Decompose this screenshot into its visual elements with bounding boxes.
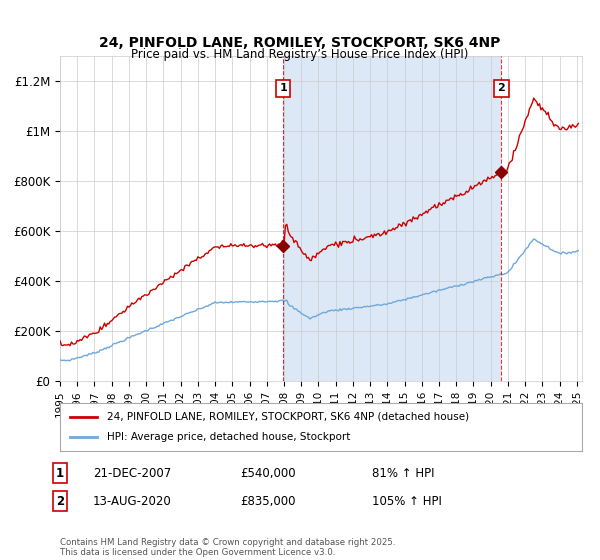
Text: 24, PINFOLD LANE, ROMILEY, STOCKPORT, SK6 4NP (detached house): 24, PINFOLD LANE, ROMILEY, STOCKPORT, SK… — [107, 412, 469, 422]
Text: 24, PINFOLD LANE, ROMILEY, STOCKPORT, SK6 4NP: 24, PINFOLD LANE, ROMILEY, STOCKPORT, SK… — [100, 36, 500, 50]
Text: 21-DEC-2007: 21-DEC-2007 — [93, 466, 171, 480]
Text: 13-AUG-2020: 13-AUG-2020 — [93, 494, 172, 508]
Text: £540,000: £540,000 — [240, 466, 296, 480]
Text: 81% ↑ HPI: 81% ↑ HPI — [372, 466, 434, 480]
Text: 2: 2 — [56, 494, 64, 508]
Text: HPI: Average price, detached house, Stockport: HPI: Average price, detached house, Stoc… — [107, 432, 350, 442]
Text: Contains HM Land Registry data © Crown copyright and database right 2025.
This d: Contains HM Land Registry data © Crown c… — [60, 538, 395, 557]
Text: £835,000: £835,000 — [240, 494, 296, 508]
Text: Price paid vs. HM Land Registry’s House Price Index (HPI): Price paid vs. HM Land Registry’s House … — [131, 48, 469, 60]
Text: 1: 1 — [56, 466, 64, 480]
Bar — [283, 56, 502, 381]
Text: 105% ↑ HPI: 105% ↑ HPI — [372, 494, 442, 508]
Text: 1: 1 — [280, 83, 287, 94]
Text: 2: 2 — [497, 83, 505, 94]
